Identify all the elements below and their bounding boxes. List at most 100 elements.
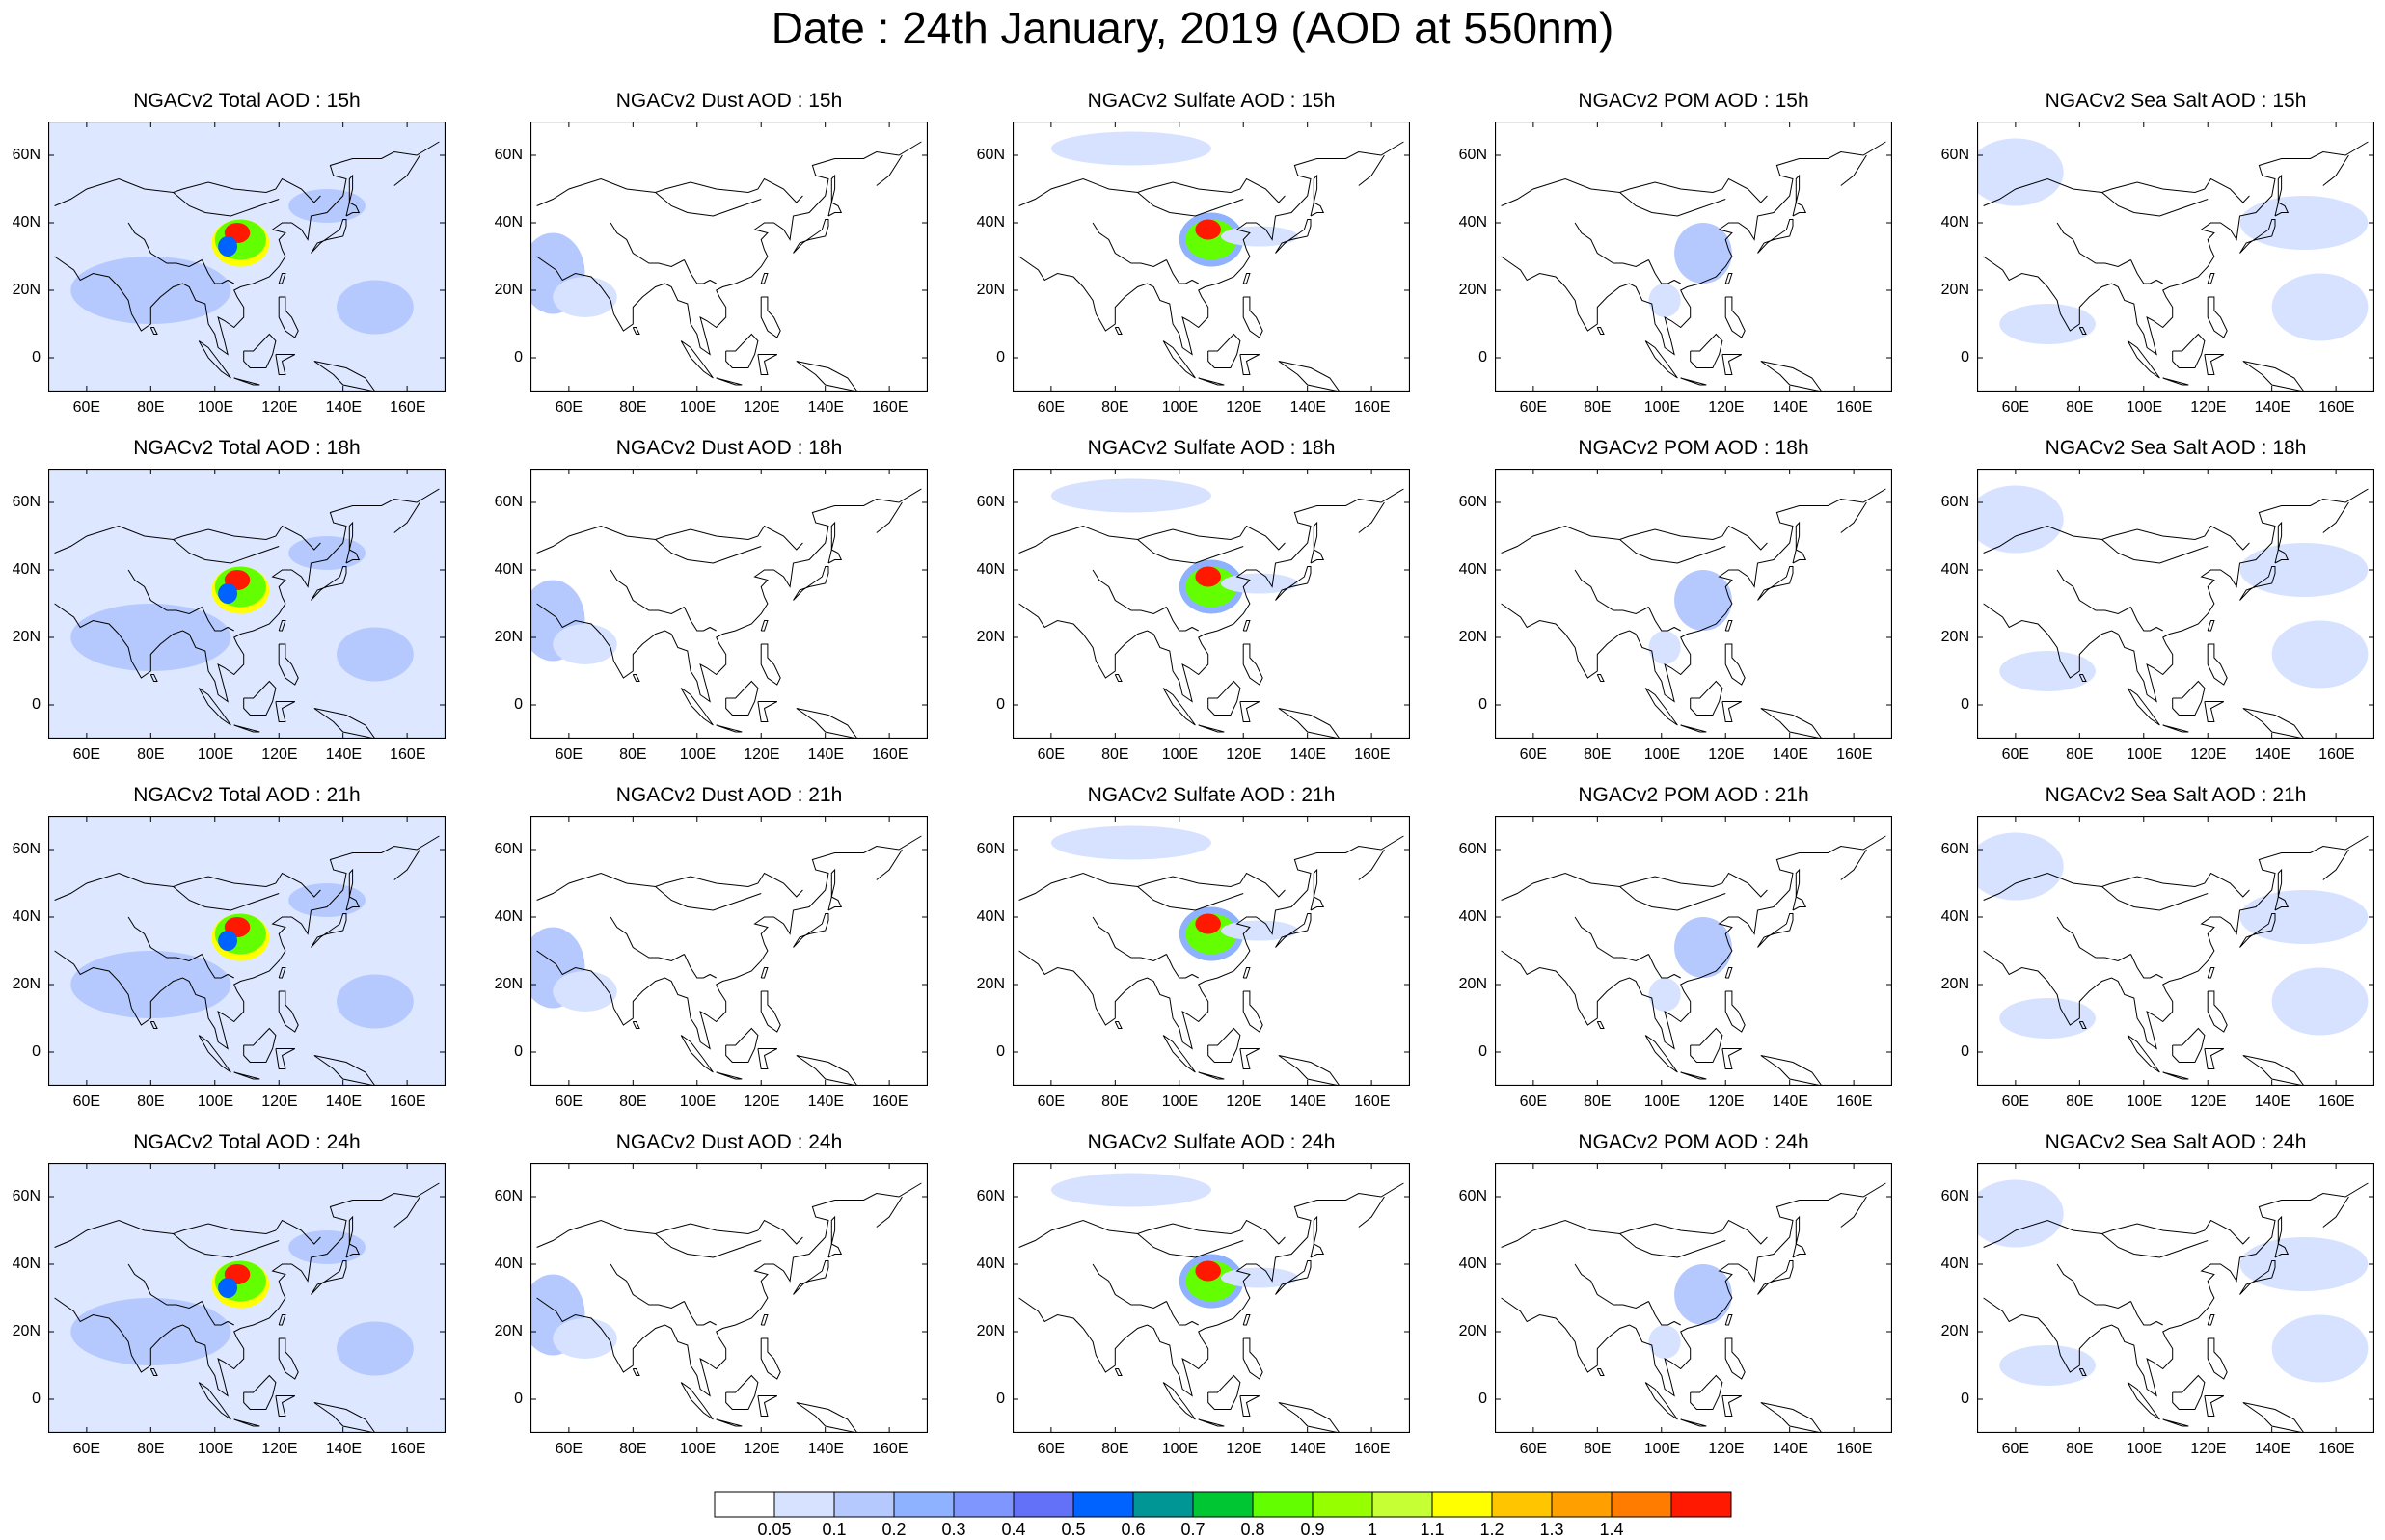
colorbar-swatch — [1611, 1491, 1672, 1518]
coastline — [202, 954, 234, 979]
lon-tick-label: 100E — [197, 1441, 234, 1457]
aod-contour-patch — [553, 1318, 617, 1359]
lon-tick-label: 100E — [1643, 399, 1681, 416]
coastline — [632, 1021, 640, 1029]
lon-tick-label: 120E — [744, 1094, 780, 1110]
coastline — [793, 1260, 829, 1295]
lon-tick-label: 100E — [197, 399, 234, 416]
lat-tick-label: 40N — [1458, 214, 1487, 230]
lat-tick-label: 60N — [1458, 841, 1487, 857]
panel-title: NGACv2 Dust AOD : 15h — [615, 90, 843, 112]
lon-tick-label: 120E — [2190, 746, 2227, 763]
coastline — [1018, 141, 1404, 356]
lon-tick-label: 80E — [2066, 1441, 2094, 1457]
lon-tick-label: 60E — [555, 399, 583, 416]
coastline — [1207, 333, 1241, 368]
coastline — [2130, 954, 2163, 979]
coastline — [1648, 259, 1681, 284]
coastline — [793, 219, 829, 254]
aod-contour-patch — [1674, 570, 1732, 631]
coastline — [536, 835, 922, 1050]
lat-tick-label: 20N — [494, 629, 523, 645]
coastline — [1242, 1314, 1251, 1326]
coastline — [655, 192, 762, 217]
coastline — [536, 177, 803, 206]
coastline — [655, 886, 762, 911]
coastline — [2127, 340, 2160, 379]
colorbar-swatch — [1551, 1491, 1613, 1518]
map-frame — [48, 816, 446, 1086]
coastline — [1313, 868, 1318, 898]
lon-tick-label: 140E — [325, 399, 363, 416]
coastline — [243, 1027, 277, 1063]
coastline — [1275, 913, 1312, 948]
lon-tick-label: 140E — [1772, 399, 1809, 416]
coastline — [1162, 688, 1196, 726]
coastline — [1680, 1071, 1707, 1080]
colorbar-label: 0.1 — [822, 1520, 847, 1539]
coastline — [345, 202, 361, 217]
lat-tick-label: 40N — [12, 908, 41, 925]
coastline — [760, 273, 769, 284]
aod-contour-patch — [1220, 573, 1298, 594]
coastline — [1137, 539, 1244, 564]
coastline — [830, 868, 836, 898]
coastline — [278, 967, 286, 979]
colorbar-label: 1.1 — [1420, 1520, 1445, 1539]
lat-tick-label: 40N — [976, 214, 1005, 230]
lon-tick-label: 120E — [744, 399, 780, 416]
coastline — [1162, 340, 1196, 379]
coastline — [1501, 488, 1886, 703]
map-frame — [1013, 816, 1410, 1086]
lon-tick-label: 160E — [1354, 399, 1391, 416]
lon-tick-label: 140E — [1289, 746, 1327, 763]
coastline — [827, 202, 843, 217]
coastline — [1724, 273, 1733, 284]
coastline — [1137, 192, 1244, 217]
coastline — [1983, 488, 2369, 703]
coastline — [1501, 177, 1768, 206]
aod-contour-patch — [1050, 1173, 1211, 1207]
map-panel-total-15h — [48, 122, 446, 392]
coastline — [278, 1337, 299, 1380]
map-panel-pom-24h — [1495, 1163, 1892, 1433]
lon-tick-label: 160E — [872, 399, 908, 416]
lon-tick-label: 160E — [390, 1441, 426, 1457]
coastline — [1092, 1263, 1167, 1310]
coastline — [2239, 1260, 2276, 1295]
coastline — [716, 724, 743, 733]
lon-tick-label: 100E — [679, 1441, 717, 1457]
coastline — [2162, 377, 2189, 386]
aod-contour-patch — [218, 931, 238, 951]
lon-tick-label: 120E — [261, 746, 298, 763]
coastline — [1501, 525, 1768, 554]
coastline — [716, 377, 743, 386]
lat-tick-label: 60N — [494, 494, 523, 510]
coastline — [1983, 177, 2250, 206]
coastline — [1239, 1048, 1260, 1069]
coastline — [2274, 1243, 2290, 1258]
figure-title: Date : 24th January, 2019 (AOD at 550nm) — [771, 3, 1614, 53]
coastline — [2101, 1233, 2209, 1258]
lat-tick-label: 40N — [976, 1256, 1005, 1272]
lon-tick-label: 140E — [807, 1094, 845, 1110]
coastline — [2127, 688, 2160, 726]
coastline — [275, 354, 296, 375]
lon-tick-label: 160E — [1354, 1441, 1391, 1457]
lat-tick-label: 40N — [494, 214, 523, 230]
lat-tick-label: 0 — [996, 696, 1005, 713]
coastline — [760, 990, 781, 1033]
lon-tick-label: 100E — [1161, 1094, 1199, 1110]
coastline — [198, 1382, 231, 1420]
lon-tick-label: 80E — [619, 746, 647, 763]
map-frame — [1495, 469, 1892, 739]
coastline — [2056, 1263, 2131, 1310]
panel-title: NGACv2 Sulfate AOD : 21h — [1087, 784, 1336, 806]
lat-tick-label: 60N — [1940, 147, 1969, 163]
aod-contour-patch — [70, 604, 231, 671]
coastline — [2322, 849, 2349, 880]
colorbar-swatch — [1312, 1491, 1373, 1518]
coastline — [2277, 521, 2283, 551]
lon-tick-label: 120E — [744, 746, 780, 763]
lat-tick-label: 60N — [1458, 1188, 1487, 1204]
